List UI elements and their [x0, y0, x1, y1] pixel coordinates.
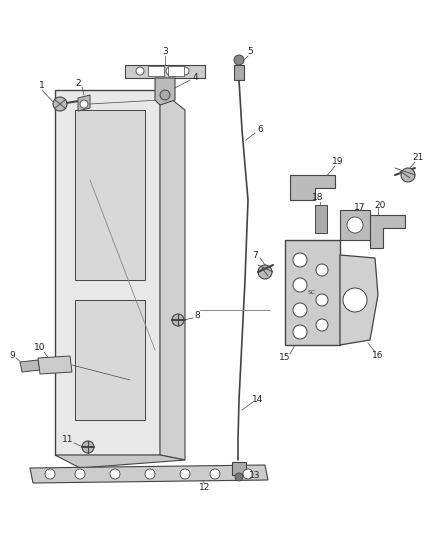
- Polygon shape: [125, 65, 205, 78]
- Circle shape: [235, 473, 243, 481]
- Polygon shape: [38, 356, 72, 374]
- Circle shape: [80, 100, 88, 108]
- Text: 20: 20: [374, 200, 386, 209]
- Polygon shape: [155, 78, 175, 105]
- Polygon shape: [160, 90, 185, 460]
- Circle shape: [45, 469, 55, 479]
- Text: 1: 1: [39, 80, 45, 90]
- Text: 11: 11: [62, 435, 74, 445]
- Circle shape: [293, 325, 307, 339]
- Text: 17: 17: [354, 204, 366, 213]
- Circle shape: [293, 278, 307, 292]
- Polygon shape: [290, 175, 335, 200]
- Circle shape: [343, 288, 367, 312]
- Text: 10: 10: [34, 343, 46, 352]
- Polygon shape: [55, 90, 160, 455]
- Polygon shape: [30, 465, 268, 483]
- Text: 14: 14: [252, 395, 264, 405]
- Circle shape: [234, 55, 244, 65]
- Text: 7: 7: [252, 251, 258, 260]
- Text: 16: 16: [372, 351, 384, 359]
- Circle shape: [160, 90, 170, 100]
- Polygon shape: [75, 300, 145, 420]
- Circle shape: [347, 217, 363, 233]
- Text: 12: 12: [199, 483, 211, 492]
- Text: 5: 5: [247, 47, 253, 56]
- Polygon shape: [285, 240, 340, 345]
- Circle shape: [401, 168, 415, 182]
- Polygon shape: [55, 455, 185, 468]
- Text: 8: 8: [194, 311, 200, 319]
- Text: 4: 4: [192, 74, 198, 83]
- Bar: [148, 66, 164, 76]
- Text: SC: SC: [308, 290, 316, 295]
- Text: 21: 21: [412, 154, 424, 163]
- Polygon shape: [20, 360, 40, 372]
- Circle shape: [293, 253, 307, 267]
- Circle shape: [316, 319, 328, 331]
- Text: 15: 15: [279, 353, 291, 362]
- Polygon shape: [340, 255, 378, 345]
- Circle shape: [243, 469, 253, 479]
- Polygon shape: [340, 210, 370, 240]
- Circle shape: [210, 469, 220, 479]
- Bar: [315, 205, 327, 233]
- Circle shape: [180, 469, 190, 479]
- Circle shape: [293, 303, 307, 317]
- Circle shape: [145, 469, 155, 479]
- Text: 6: 6: [257, 125, 263, 134]
- Text: 13: 13: [249, 471, 261, 480]
- Circle shape: [53, 97, 67, 111]
- Circle shape: [181, 67, 189, 75]
- Text: 18: 18: [312, 193, 324, 203]
- Text: 3: 3: [162, 47, 168, 56]
- Polygon shape: [234, 65, 244, 80]
- Bar: [168, 66, 184, 76]
- Polygon shape: [78, 95, 90, 111]
- Circle shape: [316, 264, 328, 276]
- Circle shape: [172, 314, 184, 326]
- Circle shape: [136, 67, 144, 75]
- Text: 19: 19: [332, 157, 344, 166]
- Circle shape: [166, 67, 174, 75]
- Circle shape: [110, 469, 120, 479]
- Text: 9: 9: [9, 351, 15, 359]
- Text: 2: 2: [75, 78, 81, 87]
- Circle shape: [82, 441, 94, 453]
- Circle shape: [75, 469, 85, 479]
- Circle shape: [316, 294, 328, 306]
- Polygon shape: [370, 215, 405, 248]
- Circle shape: [151, 67, 159, 75]
- Polygon shape: [232, 462, 246, 475]
- Polygon shape: [75, 110, 145, 280]
- Circle shape: [258, 265, 272, 279]
